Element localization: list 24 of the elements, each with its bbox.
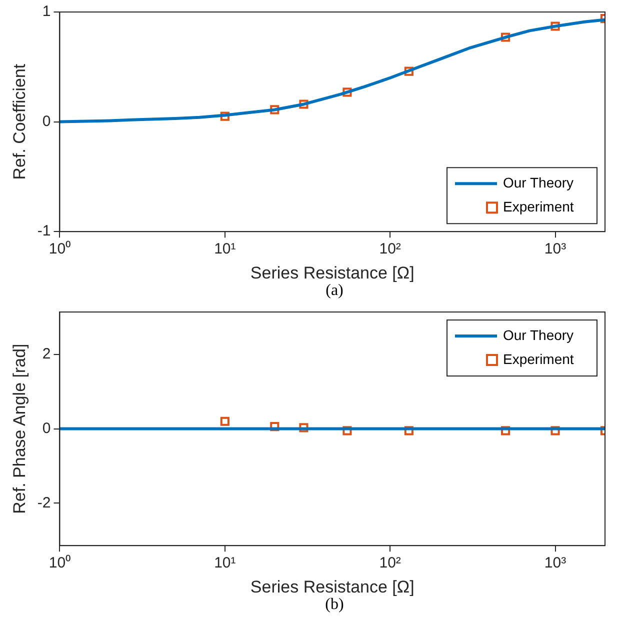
x-tick-label: 10²: [379, 554, 401, 572]
x-axis-title: Series Resistance [Ω]: [250, 263, 414, 282]
y-axis-title: Ref. Phase Angle [rad]: [10, 344, 29, 514]
text: (a): [324, 282, 344, 300]
text: (b): [324, 596, 345, 614]
x-tick-label: 10¹: [214, 240, 236, 258]
y-tick-label: 2: [42, 346, 51, 363]
x-tick-label: 10³: [544, 554, 566, 572]
y-tick-label: 1: [42, 3, 51, 20]
x-axis-title: Series Resistance [Ω]: [250, 577, 414, 596]
x-tick-label: 10¹: [214, 554, 236, 572]
x-tick-label: 10²: [379, 240, 401, 258]
x-tick-label: 10⁰: [48, 240, 71, 258]
y-tick-label: 0: [42, 420, 51, 437]
y-tick-label: -1: [37, 222, 51, 240]
legend-label: Experiment: [503, 350, 574, 367]
legend-label: Our Theory: [503, 326, 574, 343]
y-axis-title: Ref. Coefficient: [10, 64, 29, 180]
y-tick-label: -2: [37, 494, 51, 512]
legend-label: Our Theory: [503, 174, 574, 190]
x-tick-label: 10³: [544, 240, 566, 258]
legend-label: Experiment: [503, 198, 574, 214]
x-tick-label: 10⁰: [48, 554, 71, 572]
y-tick-label: 0: [42, 112, 51, 130]
